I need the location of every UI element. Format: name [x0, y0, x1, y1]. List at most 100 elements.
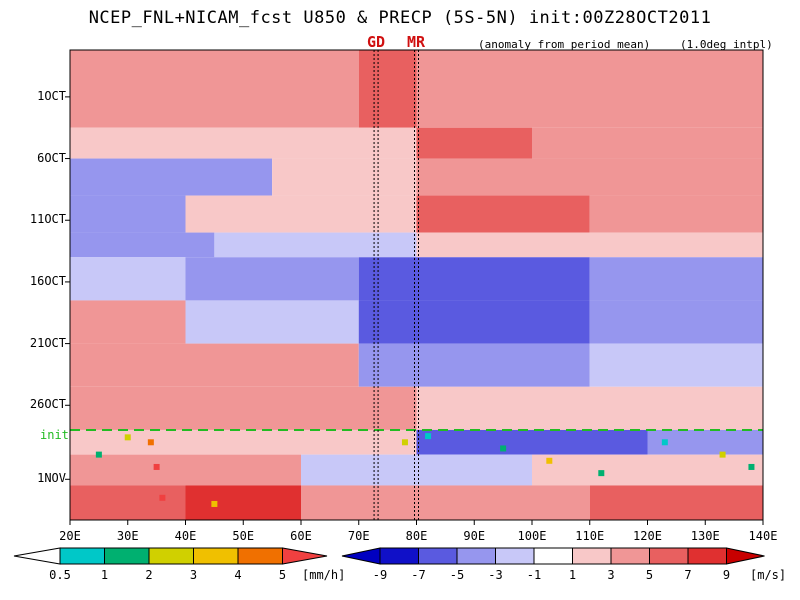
- wind-cell-6-1: [185, 300, 359, 344]
- precip-colorbar: [13, 547, 328, 565]
- chart-overlays: [70, 50, 763, 520]
- wind-cb-label: -1: [526, 568, 542, 582]
- precip-field: [95, 433, 755, 507]
- wind-cell-5-0: [70, 257, 186, 301]
- x-tick-label: 120E: [633, 529, 662, 543]
- precip-cb-box-4: [237, 547, 283, 565]
- wind-cell-0-1: [358, 50, 417, 128]
- x-tick-label: 50E: [232, 529, 255, 543]
- wind-cb-lowend: [341, 547, 381, 565]
- precip-spot-2: [159, 494, 166, 501]
- precip-spot-3: [95, 451, 102, 458]
- precip-spot-4: [124, 434, 131, 441]
- wind-cell-11-1: [185, 485, 301, 520]
- x-ticks: [69, 520, 764, 525]
- wind-cell-4-2: [416, 232, 763, 258]
- wind-cell-10-1: [301, 454, 532, 486]
- wind-cb-box-8: [687, 547, 727, 565]
- wind-cell-5-3: [589, 257, 763, 301]
- wind-cb-label: 9: [722, 568, 731, 582]
- x-tick-label: 140E: [748, 529, 778, 543]
- y-tick-label: 11OCT: [29, 212, 66, 227]
- wind-cell-9-0: [70, 429, 417, 455]
- wind-cell-2-0: [70, 158, 273, 196]
- precip-cb-highend: [282, 547, 328, 565]
- wind-cb-label: 1: [568, 568, 577, 582]
- wind-cell-6-0: [70, 300, 186, 344]
- precip-cb-box-1: [104, 547, 150, 565]
- precip-spot-6: [401, 439, 408, 446]
- wind-cb-box-2: [456, 547, 496, 565]
- x-tick-label: 30E: [116, 529, 139, 543]
- wind-unit: [m/s]: [750, 568, 787, 582]
- wind-cb-label: -9: [372, 568, 388, 582]
- x-tick-label: 100E: [517, 529, 547, 543]
- wind-cell-4-1: [214, 232, 417, 258]
- x-tick-label: 20E: [59, 529, 81, 543]
- precip-spot-1: [153, 463, 160, 470]
- wind-cb-label: -7: [411, 568, 426, 582]
- x-tick-label: 70E: [347, 529, 370, 543]
- wind-cell-1-2: [532, 127, 763, 159]
- wind-cell-6-2: [358, 300, 590, 344]
- precip-spot-13: [748, 463, 755, 470]
- x-tick-label: 110E: [575, 529, 605, 543]
- precip-spot-0: [147, 439, 154, 446]
- chart-title: NCEP_FNL+NICAM_fcst U850 & PRECP (5S-5N)…: [88, 8, 712, 28]
- wind-cell-8-1: [416, 386, 763, 430]
- precip-cb-label: 5: [278, 568, 287, 582]
- wind-cb-box-3: [495, 547, 535, 565]
- wind-cb-box-0: [379, 547, 419, 565]
- wind-cell-3-2: [416, 195, 590, 233]
- wind-cb-label: -3: [488, 568, 503, 582]
- wind-cell-4-0: [70, 232, 215, 258]
- wind-cell-11-0: [70, 485, 186, 520]
- wind-cell-2-2: [416, 158, 763, 196]
- wind-cell-6-3: [589, 300, 763, 344]
- precip-cb-label: 1: [100, 568, 109, 582]
- wind-cell-7-1: [358, 343, 590, 387]
- wind-cell-5-2: [358, 257, 590, 301]
- x-tick-label: 130E: [690, 529, 720, 543]
- wind-cell-3-0: [70, 195, 186, 233]
- precip-cb-box-3: [193, 547, 239, 565]
- wind-cell-10-2: [532, 454, 763, 486]
- precip-cb-label: 3: [189, 568, 198, 582]
- precip-cb-lowend: [13, 547, 61, 565]
- precip-cb-box-0: [59, 547, 105, 565]
- precip-spot-11: [661, 439, 668, 446]
- y-tick-label: 26OCT: [29, 397, 66, 412]
- precip-spot-5: [211, 500, 218, 507]
- wind-cb-box-6: [610, 547, 650, 565]
- wind-cell-2-1: [272, 158, 417, 196]
- y-tick-label: 1OCT: [37, 88, 66, 103]
- wind-cb-box-5: [572, 547, 612, 565]
- wind-field: [70, 50, 763, 520]
- x-tick-label: 80E: [405, 529, 428, 543]
- precip-cb-label: 2: [145, 568, 153, 582]
- y-ticks: [65, 96, 70, 480]
- gd-marker-label: GD: [367, 33, 386, 51]
- wind-cell-11-3: [589, 485, 763, 520]
- wind-cell-7-0: [70, 343, 359, 387]
- precip-spot-7: [425, 433, 432, 440]
- anomaly-note: (anomaly from period mean): [478, 38, 651, 51]
- x-tick-label: 90E: [463, 529, 486, 543]
- wind-cell-3-1: [185, 195, 417, 233]
- y-tick-label: 21OCT: [29, 335, 66, 350]
- precip-cb-label: 0.5: [49, 568, 71, 582]
- wind-cell-5-1: [185, 257, 359, 301]
- precip-cb-box-2: [148, 547, 194, 565]
- precip-spot-12: [719, 451, 726, 458]
- wind-cell-11-2: [301, 485, 590, 520]
- wind-cb-box-7: [649, 547, 689, 565]
- wind-cb-highend: [726, 547, 765, 565]
- wind-cell-10-0: [70, 454, 301, 486]
- wind-cb-box-4: [533, 547, 573, 565]
- wind-colorbar: [341, 547, 765, 565]
- wind-cell-8-0: [70, 386, 417, 430]
- init-label: init: [40, 428, 69, 442]
- precip-spot-10: [598, 470, 605, 477]
- precip-cb-label: 4: [234, 568, 242, 582]
